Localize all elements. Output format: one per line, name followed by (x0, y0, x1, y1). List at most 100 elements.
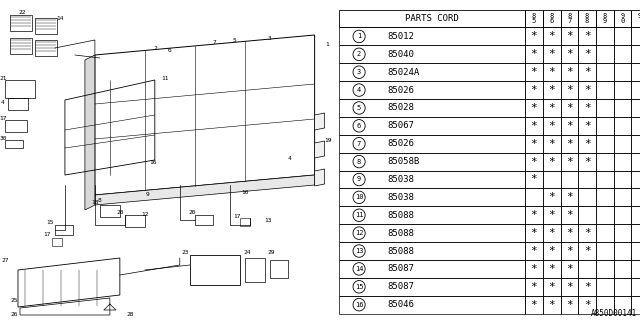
Text: 85046: 85046 (387, 300, 414, 309)
Text: 7: 7 (357, 141, 361, 147)
Bar (339, 224, 525, 242)
Bar (631, 10, 640, 28)
Bar (578, 188, 596, 206)
Bar (614, 117, 631, 135)
Text: 30: 30 (0, 135, 7, 140)
Text: *: * (566, 210, 573, 220)
Bar (561, 117, 578, 135)
Text: *: * (584, 156, 591, 167)
Bar (525, 171, 543, 188)
Bar (578, 278, 596, 296)
Bar (596, 63, 614, 81)
Bar (5, 120, 27, 132)
Bar (631, 28, 640, 45)
Bar (614, 28, 631, 45)
Bar (339, 278, 525, 296)
Bar (561, 171, 578, 188)
Bar (339, 10, 525, 28)
Text: *: * (566, 121, 573, 131)
Bar (614, 242, 631, 260)
Text: 1: 1 (326, 43, 330, 47)
Text: *: * (566, 300, 573, 310)
Bar (543, 171, 561, 188)
Text: 17: 17 (43, 233, 51, 237)
Text: 15: 15 (46, 220, 54, 225)
Bar (339, 28, 525, 45)
Bar (125, 215, 145, 227)
Text: 5: 5 (233, 37, 237, 43)
Bar (543, 278, 561, 296)
Text: 13: 13 (264, 218, 271, 222)
Text: 19: 19 (324, 138, 332, 142)
Text: *: * (566, 192, 573, 202)
Text: *: * (566, 156, 573, 167)
Bar (596, 224, 614, 242)
Bar (631, 242, 640, 260)
Bar (543, 63, 561, 81)
Bar (525, 296, 543, 314)
Bar (561, 28, 578, 45)
Text: 17: 17 (0, 116, 7, 121)
Bar (339, 45, 525, 63)
Bar (596, 81, 614, 99)
Bar (190, 255, 240, 285)
Text: *: * (584, 300, 591, 310)
Text: *: * (548, 210, 555, 220)
Text: *: * (548, 228, 555, 238)
Bar (578, 117, 596, 135)
Bar (525, 99, 543, 117)
Text: 3: 3 (268, 36, 271, 41)
Bar (525, 278, 543, 296)
Bar (578, 63, 596, 81)
Bar (525, 153, 543, 171)
Bar (631, 117, 640, 135)
Text: 11: 11 (161, 76, 168, 81)
Text: 14: 14 (56, 15, 63, 20)
Text: *: * (531, 121, 538, 131)
Text: 23: 23 (181, 251, 189, 255)
Bar (525, 188, 543, 206)
Bar (525, 242, 543, 260)
Text: *: * (566, 264, 573, 274)
Bar (525, 45, 543, 63)
Bar (8, 98, 28, 110)
Text: 9
0: 9 0 (620, 13, 625, 24)
Text: 29: 29 (268, 251, 275, 255)
Text: 6: 6 (357, 123, 361, 129)
Text: *: * (548, 103, 555, 113)
Bar (614, 188, 631, 206)
Bar (596, 188, 614, 206)
Bar (614, 10, 631, 28)
Text: 16: 16 (149, 161, 157, 165)
Text: 20: 20 (188, 211, 195, 215)
Bar (525, 81, 543, 99)
Bar (561, 81, 578, 99)
Bar (543, 260, 561, 278)
Text: 85028: 85028 (387, 103, 414, 112)
Bar (543, 206, 561, 224)
Text: *: * (584, 139, 591, 149)
Text: 3: 3 (357, 69, 361, 75)
Bar (631, 81, 640, 99)
Bar (525, 135, 543, 153)
Text: *: * (584, 121, 591, 131)
Bar (543, 242, 561, 260)
Bar (578, 99, 596, 117)
Text: 85088: 85088 (387, 246, 414, 255)
Text: 6: 6 (168, 47, 172, 52)
Text: 85087: 85087 (387, 264, 414, 273)
Text: *: * (531, 31, 538, 41)
Bar (543, 224, 561, 242)
Bar (614, 99, 631, 117)
Text: 2: 2 (154, 45, 157, 51)
Text: *: * (548, 31, 555, 41)
Text: *: * (531, 210, 538, 220)
Text: *: * (566, 282, 573, 292)
Bar (614, 171, 631, 188)
Bar (339, 117, 525, 135)
Text: 85058B: 85058B (387, 157, 419, 166)
Bar (543, 28, 561, 45)
Text: *: * (531, 156, 538, 167)
Text: 85024A: 85024A (387, 68, 419, 77)
Bar (561, 278, 578, 296)
